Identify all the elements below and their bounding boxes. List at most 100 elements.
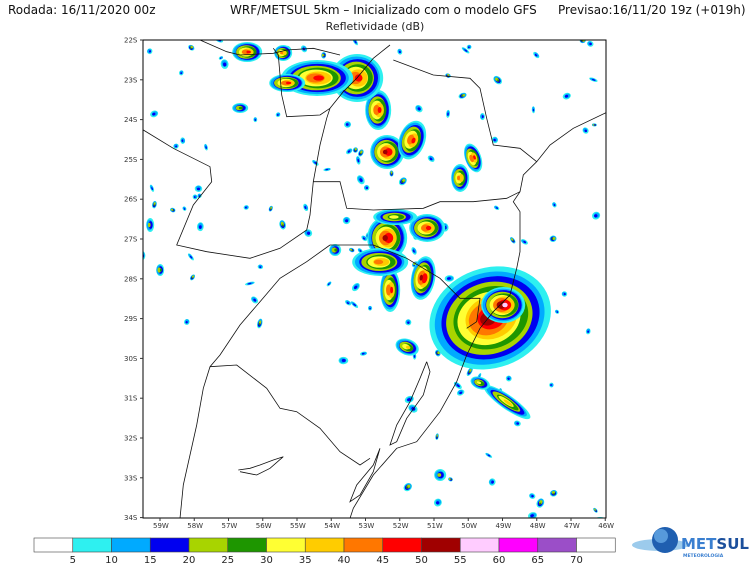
logo-wordmark: METSUL [681,535,749,553]
echo-cell [458,92,467,99]
echo-contour [469,154,474,163]
echo-contour [157,267,162,273]
echo-contour [361,352,365,355]
lon-label: 50W [461,522,477,530]
echo-cell [344,121,351,128]
echo-cell [491,136,498,144]
echo-contour [152,112,156,116]
echo-cell [466,367,473,376]
echo-contour [170,208,174,211]
colorbar-swatch [537,537,577,553]
echo-contour [190,47,192,50]
echo-cell [365,90,392,130]
echo-contour [491,480,494,484]
echo-cell [448,477,453,482]
lat-label: 25S [124,156,138,164]
echo-cell [555,309,560,314]
echo-contour [503,399,513,406]
lon-label: 57W [222,522,238,530]
echo-cell [480,113,485,121]
echo-contour [269,208,272,211]
echo-contour [359,152,362,155]
echo-contour [458,174,464,182]
echo-cell [361,235,368,242]
echo-cell [380,268,401,312]
echo-cell [389,170,394,177]
echo-contour [429,157,433,161]
echo-contour [205,146,207,149]
echo-contour [321,53,324,57]
echo-contour [323,54,326,57]
echo-cell [446,109,450,118]
echo-contour [341,359,346,363]
echo-cell [464,143,483,173]
echo-contour [481,115,484,119]
echo-contour [382,149,388,155]
echo-contour [412,249,415,253]
echo-cell [433,498,442,507]
echo-cell [269,74,306,92]
echo-contour [357,158,360,163]
echo-contour [425,225,432,231]
reservoir [238,456,284,476]
echo-cell [434,469,447,481]
echo-cell [533,51,540,59]
echo-cell [218,56,224,60]
echo-cell [342,216,351,225]
echo-cell [312,160,319,166]
echo-contour [148,50,152,53]
echo-contour [450,479,452,481]
echo-contour [584,129,588,133]
echo-contour [401,180,404,183]
lat-label: 30S [124,355,138,363]
echo-cell [156,264,165,276]
colorbar-swatch [111,537,151,553]
echo-cell [493,75,503,85]
echo-contour [556,311,559,313]
colorbar-label: 40 [338,555,351,564]
echo-cell [410,256,436,300]
echo-cell [483,385,531,420]
echo-contour [389,215,399,219]
echo-contour [464,49,468,52]
echo-contour [589,42,592,46]
echo-contour [460,95,463,97]
echo-contour [553,204,556,207]
echo-contour [476,381,482,385]
echo-contour [354,150,356,152]
echo-contour [354,148,357,151]
forecast-time-label: Previsao:16/11/20 19z (+019h) [558,3,746,17]
lagoa-mirim [349,448,381,503]
echo-cell [367,305,373,311]
echo-contour [564,94,569,98]
echo-contour [153,204,155,207]
echo-contour [180,72,183,75]
chart-title: WRF/METSUL 5km – Inicializado com o mode… [230,3,537,17]
colorbar-swatch [227,537,267,553]
echo-cell [257,264,264,270]
echo-contour [223,62,227,67]
echo-contour [373,104,380,116]
echo-contour [172,209,175,211]
echo-contour [436,436,438,439]
echo-contour [276,114,279,116]
lat-label: 33S [124,474,138,482]
colorbar: 5 10 15 20 25 30 35 40 45 50 55 60 65 70 [33,537,616,564]
echo-contour [456,384,460,388]
echo-contour [354,74,363,82]
lat-label: 28S [124,275,138,283]
echo-contour [377,107,382,113]
colorbar-label: 45 [376,555,389,564]
echo-cell [510,237,516,244]
echo-cell [445,73,451,78]
echo-cell [323,167,331,172]
colorbar-swatch [72,537,112,553]
echo-cell [356,175,365,185]
echo-cell [520,239,528,245]
echo-cell [350,301,359,308]
echo-contour [354,285,358,289]
echo-cell [326,281,332,287]
echo-contour [459,391,463,395]
echo-contour [497,79,500,82]
echo-contour [369,307,371,310]
